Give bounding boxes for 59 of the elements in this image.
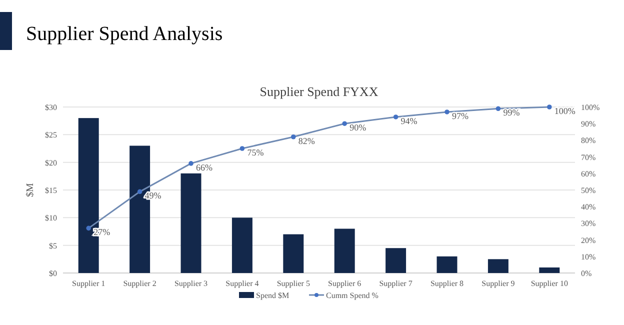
y-tick-label: $20 — [45, 158, 57, 168]
x-tick-label: Supplier 6 — [328, 279, 362, 288]
y2-tick-label: 60% — [581, 169, 596, 178]
point — [496, 106, 501, 112]
y2-tick-label: 80% — [581, 136, 596, 146]
point — [291, 134, 296, 140]
bar — [283, 234, 304, 273]
x-tick-label: Supplier 1 — [72, 279, 106, 288]
point — [444, 110, 450, 114]
y2-tick-label: 70% — [581, 152, 596, 162]
y2-tick-label: 20% — [581, 236, 596, 245]
y2-tick-label: 40% — [581, 202, 596, 212]
x-tick-label: Supplier 5 — [276, 279, 310, 288]
y-tick-label: $25 — [45, 130, 57, 140]
point — [240, 146, 245, 151]
bar — [180, 173, 202, 273]
data-label: 97% — [452, 110, 469, 121]
y2-tick-label: 30% — [581, 219, 596, 228]
bar — [436, 256, 458, 273]
point — [86, 226, 91, 231]
y2-tick-label: 50% — [581, 186, 596, 195]
legend-label: Cumm Spend % — [326, 291, 379, 300]
data-label: 82% — [298, 136, 316, 146]
bar — [488, 259, 508, 273]
bar — [386, 248, 406, 273]
x-tick-label: Supplier 9 — [482, 279, 515, 288]
x-tick-label: Supplier 3 — [174, 279, 208, 288]
y-tick-label: $0 — [49, 269, 57, 278]
legend-label: Spend $M — [256, 291, 290, 300]
data-label: 99% — [503, 108, 520, 118]
x-tick-label: Supplier 10 — [530, 279, 568, 288]
chart-title: Supplier Spend FYXX — [260, 84, 379, 99]
x-tick-label: Supplier 8 — [430, 279, 464, 288]
data-label: 100% — [554, 106, 576, 116]
point — [188, 161, 194, 166]
y-tick-label: $15 — [45, 186, 57, 195]
text: Supplier Spend Analysis — [26, 23, 223, 45]
point — [547, 104, 552, 110]
y-tick-label: $5 — [49, 241, 57, 250]
bar — [232, 218, 252, 273]
y2-tick-label: 90% — [581, 120, 596, 129]
bar — [334, 228, 355, 273]
x-tick-label: Supplier 2 — [123, 279, 156, 288]
point — [393, 114, 398, 120]
y2-tick-label: 0% — [581, 269, 592, 278]
point — [342, 121, 347, 126]
data-label: 75% — [247, 148, 264, 158]
y-axis-title: $M — [25, 182, 36, 197]
y2-tick-label: 10% — [581, 252, 596, 262]
point — [137, 189, 142, 194]
x-tick-label: Supplier 7 — [379, 279, 412, 288]
bar — [539, 267, 560, 273]
data-label: 90% — [350, 122, 367, 133]
data-label: 94% — [400, 116, 418, 126]
y-tick-label: $10 — [45, 214, 57, 223]
y2-tick-label: 100% — [581, 103, 600, 112]
y-tick-label: $30 — [45, 103, 57, 112]
x-tick-label: Supplier 4 — [226, 279, 259, 288]
data-label: 66% — [196, 162, 213, 172]
